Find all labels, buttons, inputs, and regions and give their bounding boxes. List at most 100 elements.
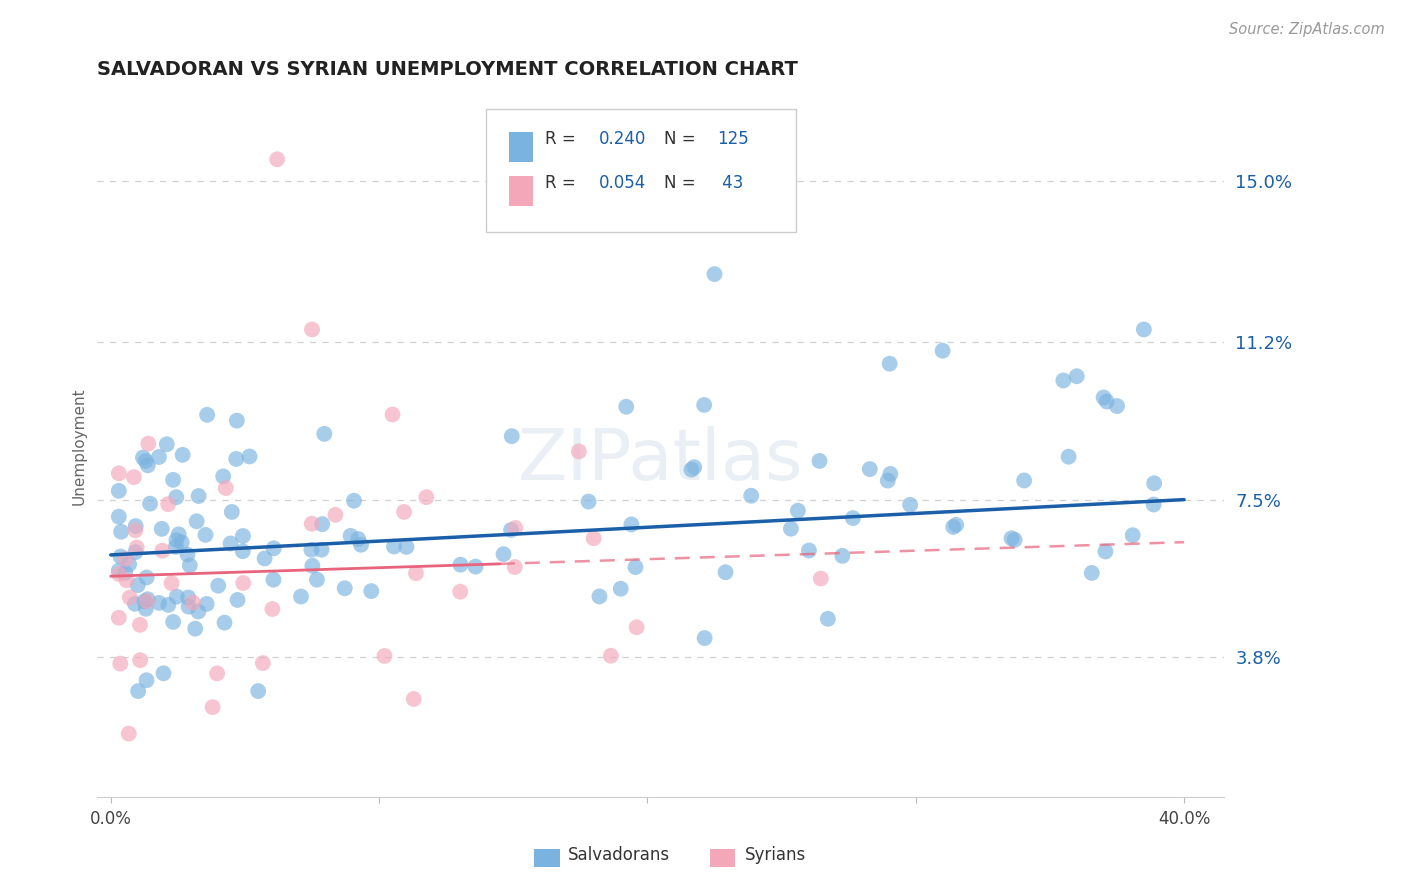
Point (194, 528, 217, 542)
Point (831, 549, 853, 563)
Point (373, 648, 395, 663)
Point (232, 576, 254, 591)
Point (262, 602, 284, 616)
Point (187, 489, 209, 503)
Point (165, 540, 187, 554)
Text: 125: 125 (717, 130, 749, 148)
Text: R =: R = (544, 130, 581, 148)
Text: Source: ZipAtlas.com: Source: ZipAtlas.com (1229, 22, 1385, 37)
Point (1095, 394, 1118, 409)
Point (301, 322, 323, 336)
Y-axis label: Unemployment: Unemployment (72, 388, 86, 505)
Point (179, 558, 201, 573)
Point (176, 548, 198, 562)
Point (609, 582, 631, 596)
Point (195, 408, 218, 422)
Point (129, 617, 152, 632)
Point (108, 564, 131, 578)
Point (299, 542, 322, 557)
Point (449, 584, 471, 599)
Point (186, 514, 208, 528)
Point (360, 584, 382, 599)
Point (253, 551, 276, 566)
Point (127, 684, 149, 698)
Point (568, 444, 591, 458)
Text: 0.240: 0.240 (599, 130, 647, 148)
Point (181, 596, 204, 610)
Point (382, 540, 405, 554)
Text: Salvadorans: Salvadorans (568, 847, 671, 864)
Point (134, 594, 156, 608)
Point (225, 414, 247, 428)
Point (311, 517, 333, 532)
Point (876, 474, 898, 488)
Point (588, 590, 610, 604)
Point (626, 620, 648, 634)
Point (392, 505, 415, 519)
Point (599, 648, 621, 663)
Bar (509, 176, 533, 206)
Point (115, 574, 138, 588)
Point (464, 559, 486, 574)
Point (780, 522, 803, 536)
Point (221, 505, 243, 519)
Point (114, 566, 136, 580)
Point (381, 408, 404, 422)
Point (127, 578, 149, 592)
Point (333, 581, 356, 595)
Point (172, 448, 194, 462)
Point (165, 490, 187, 504)
Point (212, 469, 235, 483)
Point (1052, 374, 1074, 388)
Point (114, 552, 136, 566)
Point (693, 631, 716, 645)
Point (232, 544, 254, 558)
Point (167, 527, 190, 541)
Point (110, 549, 132, 564)
Point (232, 529, 254, 543)
Point (177, 591, 200, 605)
Point (108, 611, 131, 625)
Bar (509, 132, 533, 162)
Point (1012, 474, 1035, 488)
Point (1143, 476, 1166, 491)
Text: SALVADORAN VS SYRIAN UNEMPLOYMENT CORRELATION CHART: SALVADORAN VS SYRIAN UNEMPLOYMENT CORREL… (97, 60, 799, 78)
Point (1105, 399, 1128, 413)
Text: 43: 43 (717, 174, 744, 192)
Point (1004, 533, 1026, 547)
Point (945, 517, 967, 532)
Point (817, 612, 839, 626)
Point (135, 673, 157, 688)
Point (122, 470, 145, 484)
Point (842, 511, 865, 525)
Point (614, 400, 637, 414)
Point (325, 508, 347, 522)
Point (395, 540, 418, 554)
Point (703, 267, 725, 281)
Point (1066, 369, 1088, 384)
Point (262, 573, 284, 587)
Point (1081, 566, 1104, 580)
Point (226, 593, 249, 607)
Point (156, 437, 179, 451)
Point (135, 601, 157, 615)
Point (165, 533, 187, 548)
Point (501, 429, 523, 443)
Point (162, 473, 184, 487)
Point (110, 524, 132, 539)
Point (314, 426, 336, 441)
Point (148, 450, 170, 464)
Point (148, 596, 170, 610)
Point (350, 538, 373, 552)
Point (124, 597, 146, 611)
Point (683, 460, 706, 475)
Point (301, 558, 323, 573)
Point (136, 436, 159, 450)
Point (124, 545, 146, 559)
Text: R =: R = (544, 174, 581, 192)
Text: ZIPatlas: ZIPatlas (517, 426, 804, 495)
Point (125, 541, 148, 555)
Point (620, 517, 643, 532)
Point (166, 590, 188, 604)
Point (124, 524, 146, 538)
